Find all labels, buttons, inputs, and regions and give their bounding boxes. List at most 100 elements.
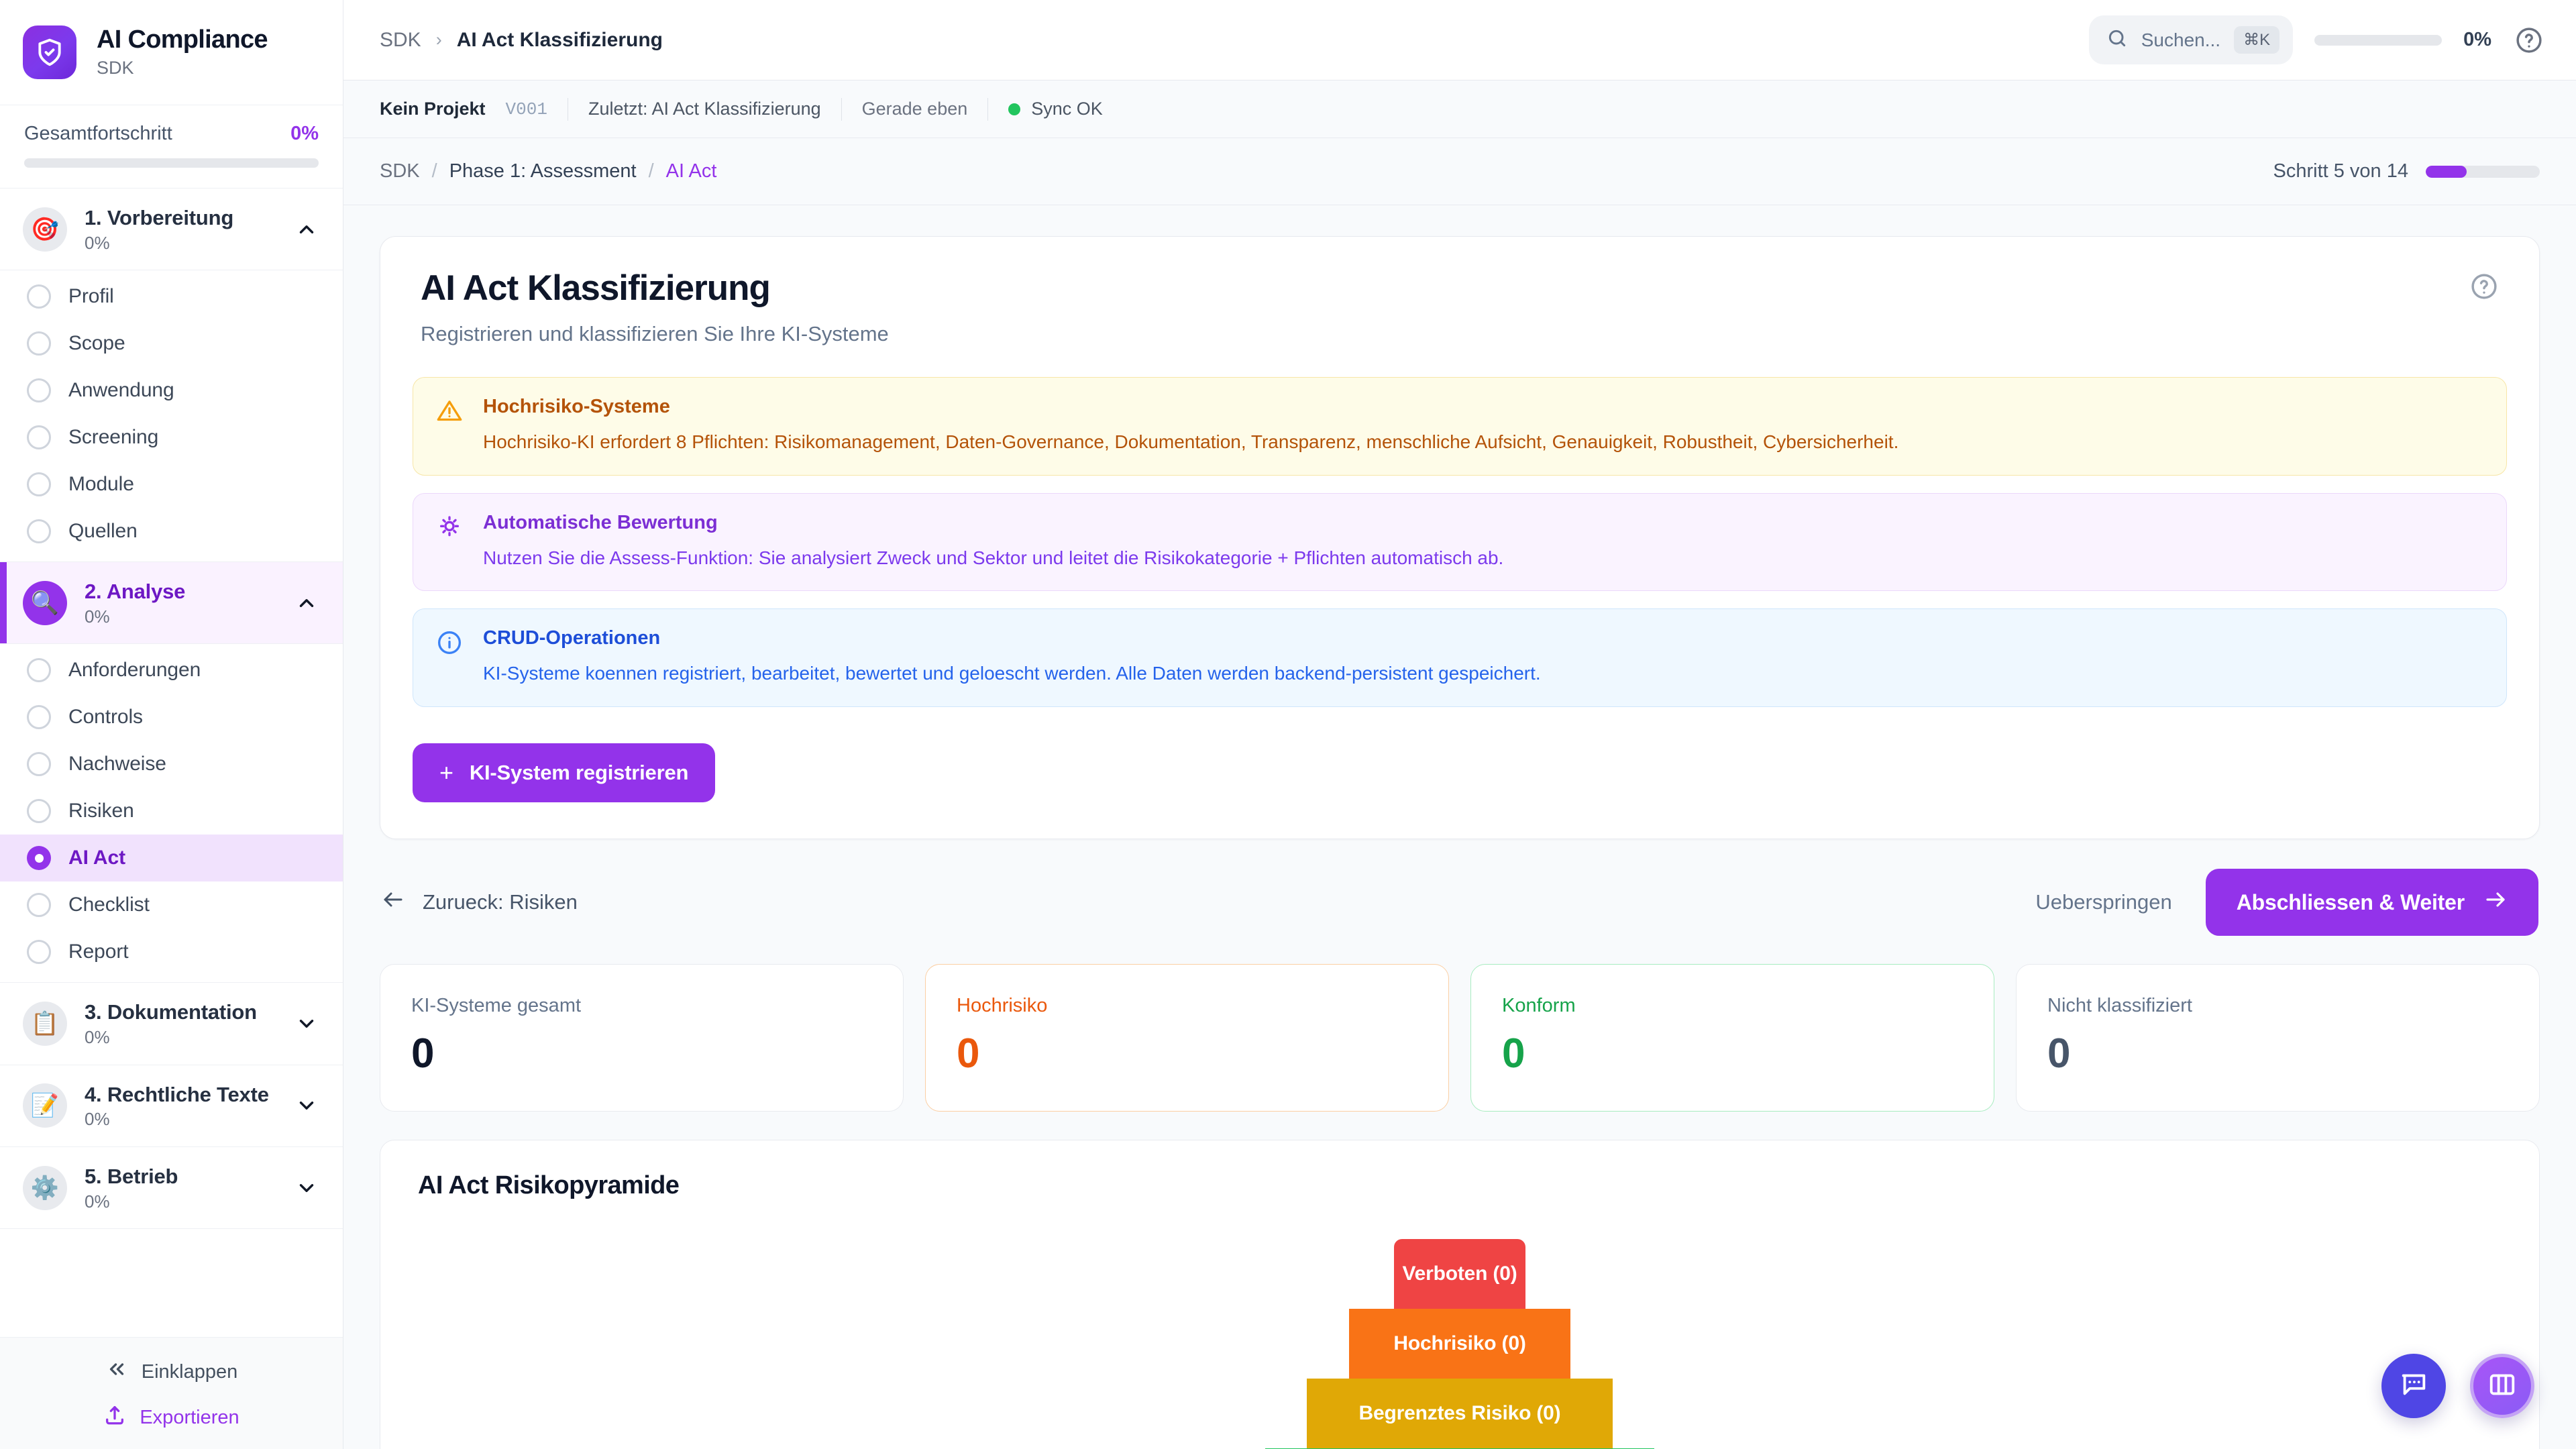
sidebar-item-label: Scope xyxy=(68,332,125,355)
export-label: Exportieren xyxy=(140,1406,239,1428)
kpi-card-nicht-klassifiziert: Nicht klassifiziert 0 xyxy=(2016,964,2540,1112)
search-box[interactable]: Suchen... ⌘K xyxy=(2088,15,2294,64)
sidebar-item-screening[interactable]: Screening xyxy=(0,414,343,462)
sidebar-item-scope[interactable]: Scope xyxy=(0,320,343,368)
status-last-page: Zuletzt: AI Act Klassifizierung xyxy=(588,99,821,119)
magnifier-icon: 🔍 xyxy=(23,580,67,625)
complete-and-next-button[interactable]: Abschliessen & Weiter xyxy=(2205,869,2538,936)
brand-title: AI Compliance xyxy=(97,25,268,54)
sidebar-item-anforderungen[interactable]: Anforderungen xyxy=(0,647,343,694)
step-indicator: Schritt 5 von 14 xyxy=(2273,160,2540,182)
sidebar-phase-dokumentation[interactable]: 📋 3. Dokumentation 0% xyxy=(0,983,343,1065)
panel-fab-button[interactable] xyxy=(2470,1354,2534,1418)
columns-icon xyxy=(2487,1369,2518,1403)
brand-header[interactable]: AI Compliance SDK xyxy=(0,0,343,105)
sidebar-footer: Einklappen Exportieren xyxy=(0,1337,343,1449)
page-title: AI Act Klassifizierung xyxy=(421,268,771,308)
sidebar-item-quellen[interactable]: Quellen xyxy=(0,508,343,555)
kpi-value: 0 xyxy=(957,1030,979,1077)
page-subtitle: Registrieren und klassifizieren Sie Ihre… xyxy=(421,322,889,346)
help-circle-icon[interactable] xyxy=(2513,24,2545,56)
page-card: AI Act Klassifizierung Registrieren und … xyxy=(380,236,2540,840)
breadcrumb-bar: SDK / Phase 1: Assessment / AI Act Schri… xyxy=(343,138,2576,205)
floating-action-buttons xyxy=(2381,1354,2534,1418)
chevron-down-icon[interactable] xyxy=(293,1092,320,1119)
collapse-sidebar-button[interactable]: Einklappen xyxy=(105,1358,237,1386)
page-content: AI Act Klassifizierung Registrieren und … xyxy=(343,205,2576,1449)
kpi-label: KI-Systeme gesamt xyxy=(411,995,582,1017)
breadcrumb-item-phase[interactable]: Phase 1: Assessment xyxy=(449,160,637,182)
sidebar-item-label: Quellen xyxy=(68,520,138,543)
phase-name: 5. Betrieb xyxy=(85,1164,178,1188)
help-circle-icon[interactable] xyxy=(2469,272,2502,304)
pyramid-tier-hochrisiko[interactable]: Hochrisiko (0) xyxy=(1349,1308,1570,1379)
sidebar-item-profil[interactable]: Profil xyxy=(0,273,343,321)
sidebar-item-ai-act[interactable]: AI Act xyxy=(0,835,343,882)
search-input[interactable]: Suchen... xyxy=(2141,29,2221,50)
plus-icon: + xyxy=(439,759,453,787)
breadcrumb-item-sdk[interactable]: SDK xyxy=(380,160,420,182)
divider xyxy=(841,97,842,121)
pyramid-tier-begrenztes-risiko[interactable]: Begrenztes Risiko (0) xyxy=(1307,1378,1613,1448)
divider xyxy=(987,97,989,121)
topbar-crumb-current: AI Act Klassifizierung xyxy=(456,28,663,51)
sidebar-item-module[interactable]: Module xyxy=(0,461,343,508)
status-radio-icon xyxy=(27,378,51,403)
chat-bubble-icon xyxy=(2398,1369,2429,1403)
alert-title: CRUD-Operationen xyxy=(483,627,661,649)
chevron-down-icon[interactable] xyxy=(293,1010,320,1037)
kpi-label: Nicht klassifiziert xyxy=(2047,995,2192,1017)
phase-name: 1. Vorbereitung xyxy=(85,206,234,229)
topbar-crumb-root[interactable]: SDK xyxy=(380,28,421,51)
phase-name: 4. Rechtliche Texte xyxy=(85,1082,269,1106)
statusbar: Kein Projekt V001 Zuletzt: AI Act Klassi… xyxy=(343,80,2576,138)
clipboard-icon: 📋 xyxy=(23,1002,67,1046)
skip-button[interactable]: Ueberspringen xyxy=(2035,890,2172,914)
alert-crud-operationen: CRUD-Operationen KI-Systeme koennen regi… xyxy=(413,608,2507,708)
topbar: SDK › AI Act Klassifizierung Suchen... ⌘… xyxy=(343,0,2576,80)
export-button[interactable]: Exportieren xyxy=(103,1403,239,1432)
sidebar-item-controls[interactable]: Controls xyxy=(0,694,343,741)
breadcrumb-separator: / xyxy=(648,160,654,182)
alert-title: Hochrisiko-Systeme xyxy=(483,396,670,418)
alert-body: KI-Systeme koennen registriert, bearbeit… xyxy=(483,663,1541,684)
sidebar-item-report[interactable]: Report xyxy=(0,928,343,976)
sidebar-item-nachweise[interactable]: Nachweise xyxy=(0,741,343,788)
alert-automatische-bewertung: Automatische Bewertung Nutzen Sie die As… xyxy=(413,492,2507,592)
sidebar-phase-analyse[interactable]: 🔍 2. Analyse 0% xyxy=(0,562,343,645)
chat-fab-button[interactable] xyxy=(2381,1354,2446,1418)
overall-progress-bar xyxy=(24,158,319,168)
target-icon: 🎯 xyxy=(23,207,67,252)
pyramid-tier-verboten[interactable]: Verboten (0) xyxy=(1394,1238,1525,1309)
sidebar-phase-rechtliche-texte[interactable]: 📝 4. Rechtliche Texte 0% xyxy=(0,1065,343,1147)
sidebar-item-risiken[interactable]: Risiken xyxy=(0,788,343,835)
sidebar-phase-vorbereitung[interactable]: 🎯 1. Vorbereitung 0% xyxy=(0,189,343,271)
status-radio-icon xyxy=(27,331,51,356)
phase-percent: 0% xyxy=(85,1191,110,1212)
back-button[interactable]: Zurueck: Risiken xyxy=(381,888,578,917)
phase-percent: 0% xyxy=(85,232,110,253)
sidebar-item-label: Controls xyxy=(68,706,143,729)
sidebar-item-checklist[interactable]: Checklist xyxy=(0,881,343,929)
arrow-right-icon xyxy=(2483,888,2508,917)
chevron-down-icon[interactable] xyxy=(293,1175,320,1201)
sidebar-phase-betrieb[interactable]: ⚙️ 5. Betrieb 0% xyxy=(0,1146,343,1230)
phase-percent: 0% xyxy=(85,1109,110,1130)
sidebar-item-anwendung[interactable]: Anwendung xyxy=(0,367,343,415)
sidebar-subitems-vorbereitung: Profil Scope Anwendung Screening Module xyxy=(0,270,343,563)
sidebar-item-label: Risiken xyxy=(68,800,134,822)
register-ai-system-button[interactable]: + KI-System registrieren xyxy=(413,743,716,803)
pyramid-tier-minimales-risiko[interactable]: Minimales Risiko (0) xyxy=(1265,1448,1654,1449)
status-project: Kein Projekt xyxy=(380,99,486,119)
chevrons-left-icon xyxy=(105,1358,128,1386)
chevron-right-icon: › xyxy=(435,30,442,50)
chevron-up-icon[interactable] xyxy=(293,590,320,616)
arrow-left-icon xyxy=(381,888,405,917)
status-radio-icon xyxy=(27,940,51,965)
kpi-label: Hochrisiko xyxy=(957,995,1048,1017)
phase-name: 3. Dokumentation xyxy=(85,1000,257,1024)
kpi-card-konform: Konform 0 xyxy=(1470,964,1994,1112)
memo-icon: 📝 xyxy=(23,1083,67,1128)
chevron-up-icon[interactable] xyxy=(293,216,320,243)
